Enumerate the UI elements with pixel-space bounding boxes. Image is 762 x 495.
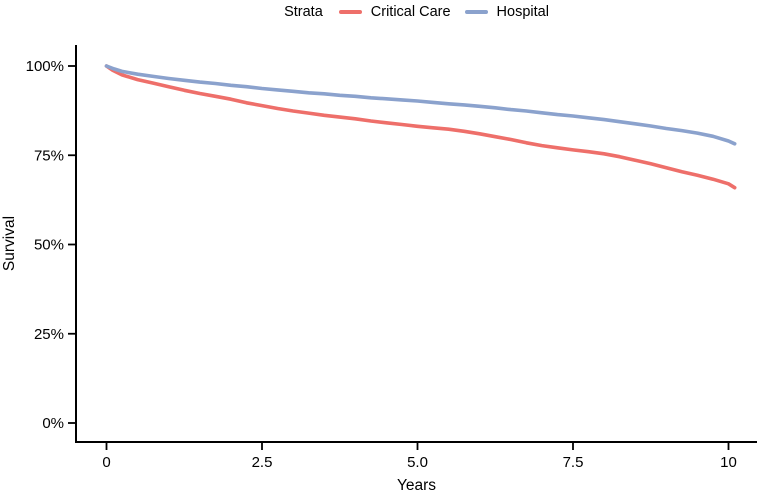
- critical-care-key-line-icon: [338, 10, 362, 14]
- legend-item-label: Critical Care: [370, 4, 451, 20]
- x-tick-label: 7.5: [563, 454, 584, 471]
- legend-title: Strata: [284, 4, 323, 20]
- y-axis-title: Survival: [1, 216, 18, 271]
- y-tick-label: 75%: [34, 147, 64, 164]
- legend-item-hospital: Hospital: [464, 4, 549, 20]
- y-tick-label: 100%: [26, 58, 64, 75]
- x-tick-label: 5.0: [407, 454, 428, 471]
- x-tick-label: 10: [720, 454, 737, 471]
- x-tick-label: 2.5: [252, 454, 273, 471]
- legend-item-critical-care: Critical Care: [338, 4, 451, 20]
- x-axis-title: Years: [397, 477, 436, 494]
- survival-curve-hospital: [104, 64, 737, 146]
- hospital-key-line-icon: [464, 10, 488, 14]
- legend: Strata Critical Care Hospital: [76, 2, 757, 22]
- y-tick-label: 25%: [34, 326, 64, 343]
- x-tick-label: 0: [102, 454, 110, 471]
- y-tick-label: 50%: [34, 237, 64, 254]
- legend-item-label: Hospital: [496, 4, 549, 20]
- y-tick-label: 0%: [42, 415, 64, 432]
- survival-curve-critical-care: [104, 64, 737, 190]
